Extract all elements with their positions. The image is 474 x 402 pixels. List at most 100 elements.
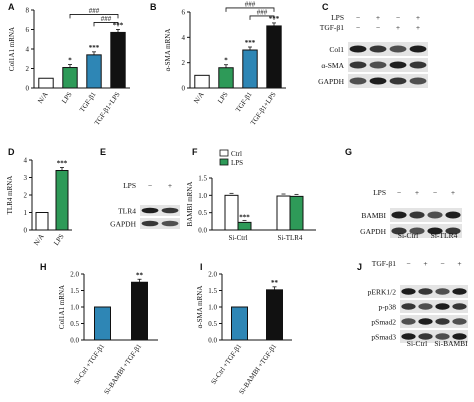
x-tick-label: N/A: [192, 91, 205, 105]
x-tick-label: TGF-β1+LPS: [249, 90, 278, 126]
legend-swatch: [219, 158, 229, 166]
chart-f: 0.0 0.5 1.0 1.5 BAMBI mRNA Si-Ctrl *** Si-TLR4 C…: [186, 149, 316, 242]
blot-band: [445, 211, 461, 219]
treatment-label: TGF-β1: [320, 23, 344, 32]
bar: [35, 212, 49, 231]
group-label: Si-Ctrl: [398, 231, 418, 240]
y-tick-label: 1: [24, 209, 28, 217]
blot-strip: [348, 74, 428, 88]
treatment-sign: +: [168, 181, 172, 190]
y-tick-label: 4: [24, 157, 28, 165]
band-label: GAPDH: [360, 227, 386, 236]
y-tick-label: 2: [182, 59, 186, 67]
treatment-sign: −: [396, 13, 400, 22]
y-tick-label: 6: [182, 9, 186, 17]
band-label: pSmad3: [371, 333, 396, 342]
blot-band: [409, 227, 425, 235]
bar: [94, 306, 111, 341]
bar: [110, 31, 126, 89]
y-tick-label: 4: [26, 46, 30, 54]
blot-band: [409, 211, 425, 219]
band-label: GAPDH: [110, 220, 136, 229]
blot-band: [389, 61, 407, 69]
bar: [289, 195, 304, 231]
blot-band: [409, 45, 427, 53]
blot-j: TGF-β1 − + − + pERK1/2 p-p38 pSmad2 pSmad3 Si-Ctr…: [368, 259, 469, 348]
blot-band: [452, 288, 467, 295]
significance-label: *: [68, 57, 72, 65]
blot-band: [161, 220, 179, 227]
band-label: GAPDH: [318, 77, 344, 86]
bar: [242, 49, 258, 89]
blot-band: [141, 207, 159, 214]
blot-band: [435, 333, 450, 340]
band-label: pSmad2: [371, 318, 396, 327]
bracket-label: ###: [257, 8, 268, 16]
blot-strip: [140, 218, 180, 229]
significance-label: **: [136, 271, 144, 279]
x-tick-label: TGF-β1+LPS: [93, 90, 122, 126]
treatment-label: LPS: [331, 13, 344, 22]
blot-band: [391, 227, 407, 235]
treatment-label: LPS: [373, 188, 386, 197]
band-label: Col1: [329, 45, 344, 54]
legend-label: LPS: [231, 159, 243, 167]
y-axis-label: Col1A1 mRNA: [58, 285, 66, 329]
bar: [38, 77, 54, 89]
treatment-sign: +: [416, 23, 420, 32]
y-tick-label: 4: [182, 34, 186, 42]
blot-strip: [400, 330, 468, 343]
y-tick-label: 0.5: [70, 320, 79, 328]
band-label: TLR4: [118, 207, 136, 216]
bar: [131, 281, 148, 341]
blot-band: [452, 333, 467, 340]
blot-band: [401, 288, 416, 295]
blot-band: [418, 333, 433, 340]
bar: [224, 194, 239, 231]
bar: [55, 170, 69, 231]
significance-label: ***: [89, 44, 100, 52]
treatment-sign: +: [376, 13, 380, 22]
blot-band: [418, 318, 433, 325]
y-tick-label: 8: [26, 7, 30, 15]
treatment-sign: +: [457, 259, 461, 268]
blot-band: [409, 61, 427, 69]
treatment-sign: −: [356, 13, 360, 22]
y-tick-label: 0: [182, 85, 186, 93]
y-tick-label: 1.0: [198, 192, 207, 200]
blot-g: LPS − + − + BAMBI GAPDH Si-Ctrl Si-TLR4: [360, 188, 462, 240]
blot-strip: [400, 285, 468, 298]
blot-band: [435, 318, 450, 325]
bracket-label: ###: [89, 7, 100, 15]
group-label: Si-BAMBI: [434, 339, 468, 348]
y-axis-label: α-SMA mRNA: [164, 29, 172, 72]
blot-strip: [390, 224, 462, 238]
bar: [231, 306, 248, 341]
y-tick-label: 0.0: [208, 337, 217, 345]
bar: [62, 67, 78, 89]
treatment-sign: +: [396, 23, 400, 32]
significance-label: ***: [245, 39, 256, 47]
blot-band: [452, 303, 467, 310]
panel-letter-e: E: [100, 147, 106, 157]
panel-letter-h: H: [40, 262, 47, 272]
bar: [266, 289, 283, 341]
x-tick-label: N/A: [36, 91, 49, 105]
x-tick-label: TGF-β1: [78, 90, 98, 114]
blot-band: [391, 211, 407, 219]
blot-band: [409, 77, 427, 85]
x-tick-label: Si-Ctrl +TGF-β1: [72, 342, 106, 386]
blot-strip: [140, 205, 180, 216]
significance-bracket: [93, 22, 119, 27]
significance-label: ***: [239, 213, 250, 221]
blot-strip: [348, 58, 428, 72]
blot-band: [369, 77, 387, 85]
significance-bracket: [225, 7, 275, 12]
x-tick-label: Si-Ctrl +TGF-β1: [209, 342, 243, 386]
blot-strip: [400, 300, 468, 313]
blot-band: [427, 227, 443, 235]
